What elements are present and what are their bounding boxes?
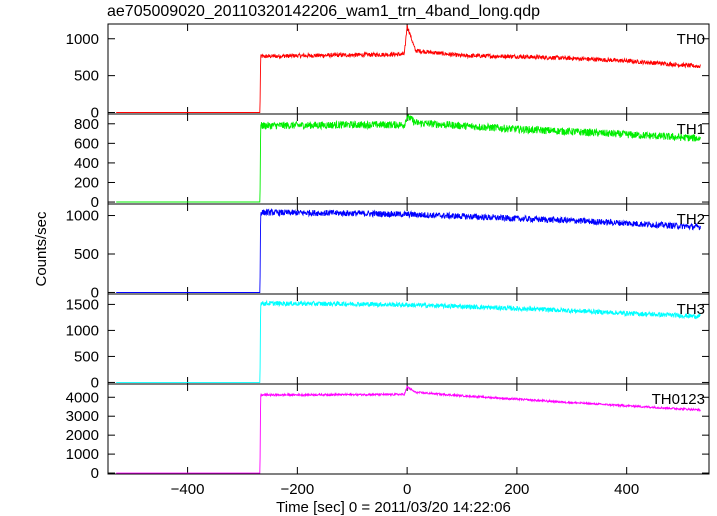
- y-tick-label-th0: 0: [91, 105, 99, 122]
- series-label-th0123: TH0123: [652, 391, 705, 408]
- x-tick-label: −200: [280, 481, 314, 498]
- y-tick-label-th0123: 4000: [66, 389, 99, 406]
- y-tick-label-th1: 600: [74, 135, 99, 152]
- y-tick-label-th3: 1000: [66, 322, 99, 339]
- y-tick-label-th2: 500: [74, 246, 99, 263]
- x-tick-label: −400: [171, 481, 205, 498]
- y-tick-label-th1: 200: [74, 174, 99, 191]
- x-tick-label: 400: [614, 481, 639, 498]
- y-tick-label-th0123: 2000: [66, 427, 99, 444]
- series-line-th0: [116, 24, 701, 113]
- series-line-th1: [116, 114, 701, 203]
- y-tick-label-th3: 0: [91, 374, 99, 391]
- x-tick-label: 0: [403, 481, 411, 498]
- y-tick-label-th1: 400: [74, 155, 99, 172]
- y-tick-label-th2: 1000: [66, 208, 99, 225]
- y-tick-label-th3: 1500: [66, 296, 99, 313]
- series-label-th3: TH3: [677, 301, 705, 318]
- y-tick-label-th0123: 0: [91, 465, 99, 482]
- series-label-th2: TH2: [677, 211, 705, 228]
- series-label-th0: TH0: [677, 31, 705, 48]
- y-tick-label-th0123: 1000: [66, 446, 99, 463]
- y-tick-label-th0123: 3000: [66, 408, 99, 425]
- y-tick-label-th1: 0: [91, 194, 99, 211]
- y-tick-label-th0: 500: [74, 68, 99, 85]
- panel-frame-th3: [107, 293, 710, 385]
- panel-frame-th1: [107, 113, 710, 205]
- series-line-th0123: [116, 385, 701, 474]
- x-axis-label: Time [sec] 0 = 2011/03/20 14:22:06: [276, 499, 511, 516]
- y-axis-label: Counts/sec: [33, 211, 50, 287]
- chart-title: ae705009020_20110320142206_wam1_trn_4ban…: [107, 3, 540, 20]
- panel-frame-th0: [107, 23, 710, 115]
- y-tick-label-th3: 500: [74, 348, 99, 365]
- series-line-th3: [116, 299, 701, 383]
- panel-frame-th0123: [107, 383, 710, 475]
- series-line-th2: [116, 207, 701, 293]
- x-tick-label: 200: [504, 481, 529, 498]
- y-tick-label-th0: 1000: [66, 31, 99, 48]
- panel-frame-th2: [107, 203, 710, 295]
- series-label-th1: TH1: [677, 121, 705, 138]
- y-tick-label-th1: 800: [74, 116, 99, 133]
- y-tick-label-th2: 0: [91, 284, 99, 301]
